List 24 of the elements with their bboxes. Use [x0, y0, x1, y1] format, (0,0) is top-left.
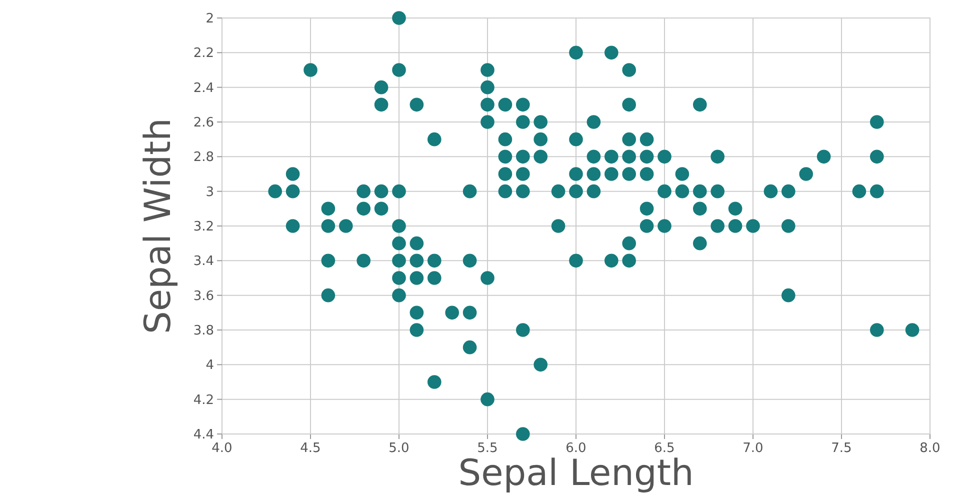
y-tick-label: 3.6: [193, 288, 214, 304]
y-tick-label: 3.8: [193, 324, 214, 339]
y-tick-label: 4: [206, 358, 214, 374]
y-tick-label: 2.4: [193, 80, 214, 96]
y-tick-label: 4.4: [193, 428, 214, 443]
y-tick-label: 3.4: [193, 254, 214, 270]
y-tick-label: 3.2: [193, 220, 214, 235]
x-tick-label: 6.5: [654, 441, 675, 456]
y-tick-label: 2.8: [193, 150, 214, 166]
x-tick-label: 8.0: [920, 441, 940, 456]
x-tick-label: 7.5: [831, 441, 852, 456]
x-tick-label: 4.5: [300, 441, 321, 456]
y-tick-label: 2: [206, 12, 214, 27]
y-tick-label: 2.6: [193, 116, 214, 131]
y-tick-label: 4.2: [193, 392, 214, 408]
x-tick-label: 5.0: [388, 441, 410, 456]
y-axis-title: Sepal Width: [138, 118, 179, 334]
x-axis-title: Sepal Length: [458, 453, 694, 494]
x-tick-label: 5.5: [477, 441, 498, 456]
y-tick-label: 2.2: [193, 46, 214, 62]
x-tick-label: 4.0: [212, 441, 232, 456]
y-tick-label: 3: [206, 184, 214, 200]
x-tick-label: 7.0: [742, 441, 764, 456]
x-tick-label: 6.0: [566, 441, 586, 456]
